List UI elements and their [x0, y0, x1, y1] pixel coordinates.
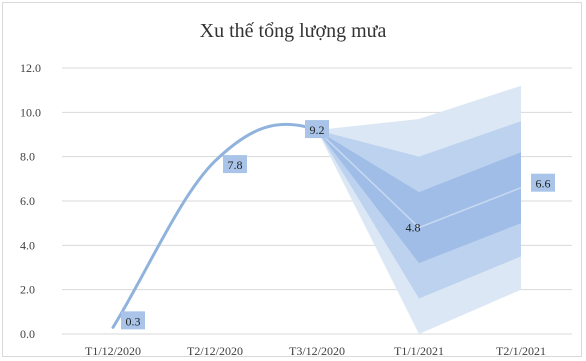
forecast-series-line [316, 129, 522, 229]
data-label-box [305, 120, 329, 139]
data-label-box [531, 173, 555, 192]
x-tick-label: T2/12/2020 [187, 344, 243, 358]
observed-series-line [111, 122, 319, 329]
y-tick-label: 4.0 [20, 238, 35, 252]
y-tick-label: 8.0 [20, 150, 35, 164]
data-label-box [223, 155, 247, 174]
data-label: 0.3 [126, 314, 141, 328]
y-tick-label: 6.0 [20, 194, 35, 208]
data-label: 7.8 [228, 158, 243, 172]
chart-title: Xu thế tổng lượng mưa [199, 20, 387, 42]
x-tick-label: T2/1/2021 [496, 344, 546, 358]
data-label-box [121, 311, 145, 330]
x-tick-label: T1/12/2020 [85, 344, 141, 358]
x-tick-label: T3/12/2020 [289, 344, 345, 358]
y-tick-label: 10.0 [20, 105, 41, 119]
data-label: 9.2 [310, 123, 325, 137]
y-tick-label: 12.0 [20, 61, 41, 75]
forecast-band [317, 130, 521, 264]
x-tick-label: T1/1/2021 [394, 344, 444, 358]
y-tick-label: 2.0 [20, 283, 35, 297]
data-label: 6.6 [536, 177, 551, 191]
y-tick-label: 0.0 [20, 327, 35, 341]
data-label: 4.8 [406, 221, 421, 235]
